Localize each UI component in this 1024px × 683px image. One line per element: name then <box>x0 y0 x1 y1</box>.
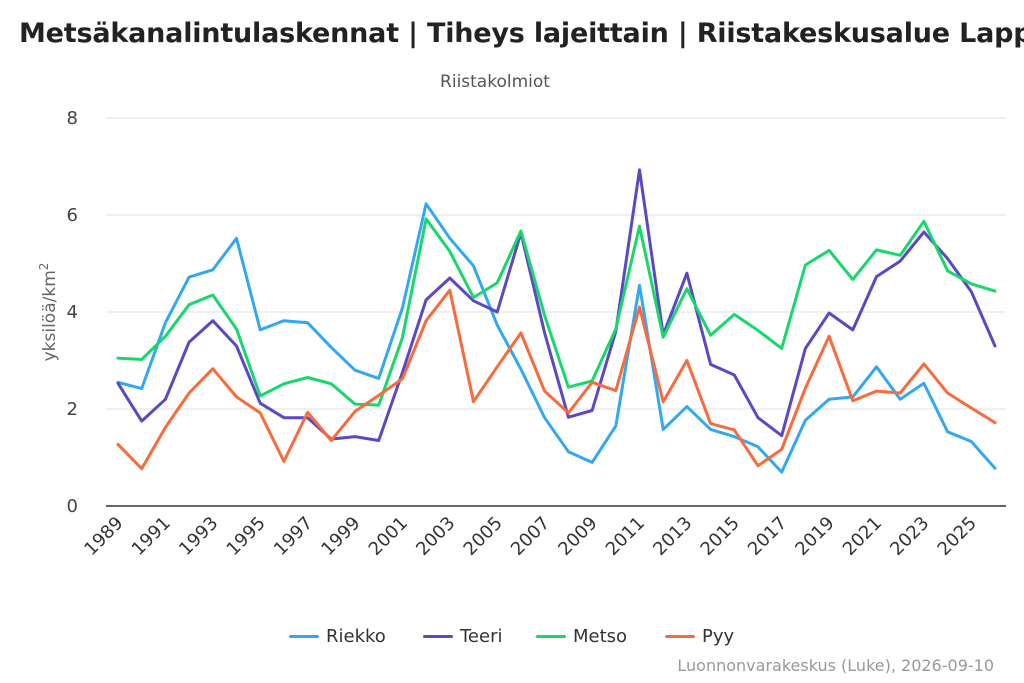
x-tick-label: 2003 <box>412 513 459 560</box>
x-tick-label: 2021 <box>839 513 886 560</box>
legend-label-teeri: Teeri <box>460 625 503 647</box>
grid-lines <box>106 117 1006 507</box>
x-tick-label: 2019 <box>791 513 838 560</box>
legend-label-riekko: Riekko <box>326 625 386 647</box>
chart-subtitle: Riistakolmiot <box>440 72 550 92</box>
y-tick-label: 2 <box>67 399 78 420</box>
legend-item-metso[interactable]: Metso <box>536 622 627 650</box>
x-tick-label: 2017 <box>744 513 791 560</box>
y-tick-label: 0 <box>67 496 78 517</box>
x-tick-label: 1995 <box>223 513 270 560</box>
legend-item-pyy[interactable]: Pyy <box>665 622 734 650</box>
x-tick-label: 2013 <box>649 513 696 560</box>
legend-swatch-metso <box>536 634 566 638</box>
legend-swatch-pyy <box>665 634 695 638</box>
x-tick-label: 1991 <box>128 513 175 560</box>
legend-item-teeri[interactable]: Teeri <box>423 622 503 650</box>
x-tick-label: 1993 <box>175 513 222 560</box>
y-tick-label: 4 <box>67 302 78 323</box>
source-credit: Luonnonvarakeskus (Luke), 2026-09-10 <box>677 656 994 675</box>
x-tick-label: 1989 <box>80 513 127 560</box>
series-line-teeri[interactable] <box>116 168 997 442</box>
x-tick-label: 1997 <box>270 513 317 560</box>
legend: Riekko Teeri Metso Pyy <box>0 622 1024 650</box>
x-tick-label: 2015 <box>697 513 744 560</box>
series-line-riekko[interactable] <box>116 202 997 474</box>
y-tick-label: 8 <box>67 108 78 129</box>
x-tick-label: 2001 <box>365 513 412 560</box>
legend-item-riekko[interactable]: Riekko <box>289 622 386 650</box>
legend-label-pyy: Pyy <box>702 625 735 647</box>
x-tick-label: 2005 <box>460 513 507 560</box>
x-tick-label: 2023 <box>886 513 933 560</box>
y-axis-label: yksilöä/km2 <box>37 263 60 362</box>
legend-swatch-riekko <box>289 634 319 638</box>
y-tick-label: 6 <box>67 205 78 226</box>
series-lines <box>116 168 997 474</box>
series-line-pyy[interactable] <box>116 288 997 471</box>
x-axis-ticks: 1989 1991 1993 1995 1997 1999 2001 2003 2005 2007… <box>80 513 981 560</box>
x-tick-label: 1999 <box>317 513 364 560</box>
x-tick-label: 2025 <box>934 513 981 560</box>
x-tick-label: 2007 <box>507 513 554 560</box>
y-axis-label-superscript: 2 <box>37 263 51 271</box>
x-tick-label: 2011 <box>602 513 649 560</box>
legend-label-metso: Metso <box>573 625 628 647</box>
chart-title: Metsäkanalintulaskennat | Tiheys lajeitt… <box>19 18 1024 49</box>
y-axis-label-text: yksilöä/km <box>40 270 60 361</box>
series-line-metso[interactable] <box>116 217 997 407</box>
x-tick-label: 2009 <box>554 513 601 560</box>
legend-swatch-teeri <box>423 634 453 638</box>
y-axis-ticks: 0 2 4 6 8 <box>67 108 78 517</box>
